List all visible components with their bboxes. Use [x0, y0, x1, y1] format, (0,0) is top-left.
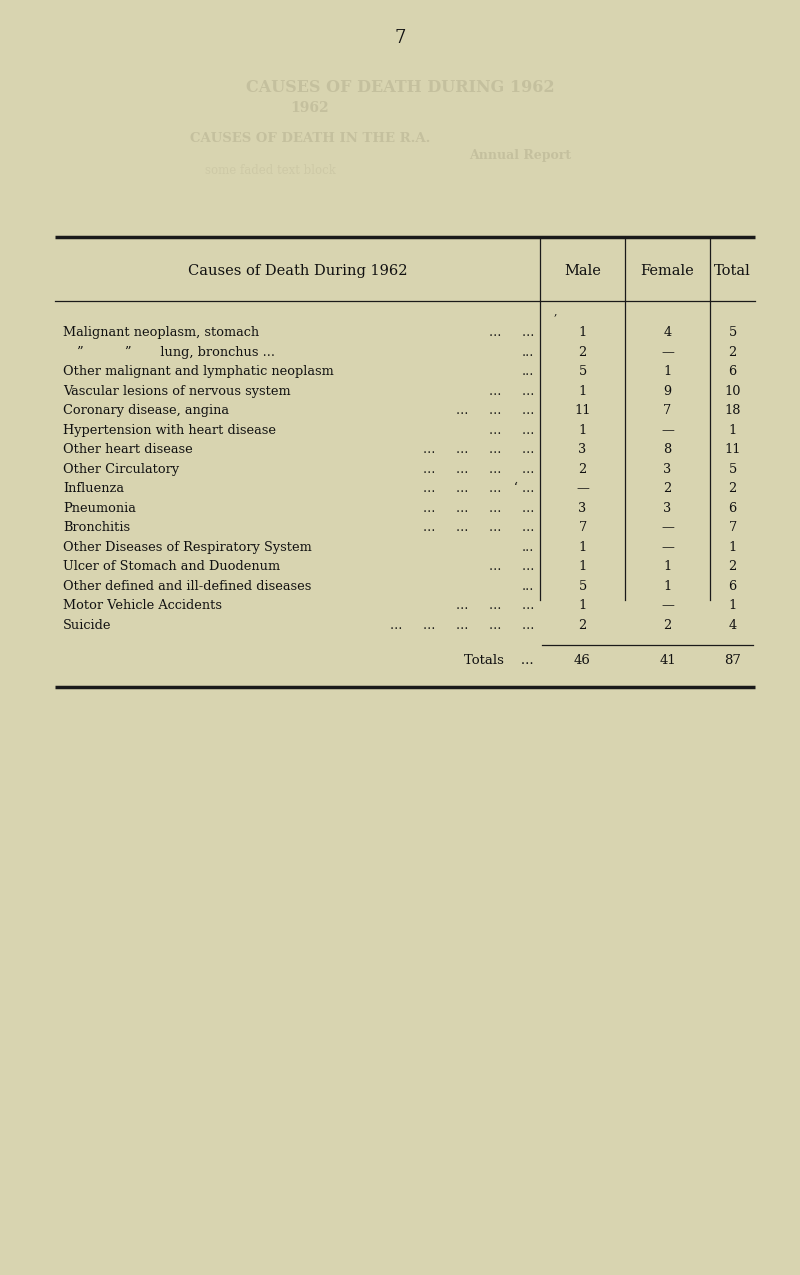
- Text: Bronchitis: Bronchitis: [63, 521, 130, 534]
- Text: Influenza: Influenza: [63, 482, 124, 495]
- Text: 2: 2: [578, 618, 586, 631]
- Text: Motor Vehicle Accidents: Motor Vehicle Accidents: [63, 599, 222, 612]
- Text: 7: 7: [394, 29, 406, 47]
- Text: 11: 11: [724, 444, 741, 456]
- Text: 3: 3: [578, 444, 586, 456]
- Text: Coronary disease, angina: Coronary disease, angina: [63, 404, 229, 417]
- Text: 5: 5: [728, 463, 737, 476]
- Text: 2: 2: [663, 482, 672, 495]
- Text: 2: 2: [728, 346, 737, 358]
- Text: Malignant neoplasm, stomach: Malignant neoplasm, stomach: [63, 326, 259, 339]
- Text: 3: 3: [578, 502, 586, 515]
- Text: 2: 2: [578, 463, 586, 476]
- Text: 5: 5: [728, 326, 737, 339]
- Text: Annual Report: Annual Report: [469, 148, 571, 162]
- Text: 6: 6: [729, 502, 737, 515]
- Text: Other defined and ill-defined diseases: Other defined and ill-defined diseases: [63, 580, 311, 593]
- Text: Totals    ...: Totals ...: [464, 654, 534, 668]
- Text: Suicide: Suicide: [63, 618, 111, 631]
- Text: 1: 1: [578, 423, 586, 437]
- Text: 41: 41: [659, 654, 676, 668]
- Text: ...     ...: ... ...: [489, 560, 534, 574]
- Text: ...     ...     ...     ...: ... ... ... ...: [422, 502, 534, 515]
- Text: 1: 1: [663, 580, 672, 593]
- Text: 1: 1: [728, 599, 737, 612]
- Text: 2: 2: [728, 560, 737, 574]
- Text: 11: 11: [574, 404, 590, 417]
- Text: 6: 6: [729, 580, 737, 593]
- Text: 8: 8: [663, 444, 672, 456]
- Text: CAUSES OF DEATH DURING 1962: CAUSES OF DEATH DURING 1962: [246, 79, 554, 97]
- Text: ...: ...: [522, 541, 534, 553]
- Text: 2: 2: [728, 482, 737, 495]
- Text: Vascular lesions of nervous system: Vascular lesions of nervous system: [63, 385, 290, 398]
- Text: Total: Total: [714, 264, 751, 278]
- Text: 5: 5: [578, 580, 586, 593]
- Text: ...     ...: ... ...: [489, 326, 534, 339]
- Text: some faded text block: some faded text block: [205, 163, 335, 176]
- Text: 7: 7: [728, 521, 737, 534]
- Text: ...     ...     ...     ...     ...: ... ... ... ... ...: [390, 618, 534, 631]
- Text: —: —: [661, 346, 674, 358]
- Text: Causes of Death During 1962: Causes of Death During 1962: [188, 264, 407, 278]
- Text: 2: 2: [663, 618, 672, 631]
- Text: 87: 87: [724, 654, 741, 668]
- Text: ...     ...     ...     ...: ... ... ... ...: [422, 521, 534, 534]
- Text: ”          ”       lung, bronchus ...: ” ” lung, bronchus ...: [77, 346, 275, 358]
- Text: 1: 1: [663, 560, 672, 574]
- Text: —: —: [661, 423, 674, 437]
- Text: Other malignant and lymphatic neoplasm: Other malignant and lymphatic neoplasm: [63, 365, 334, 379]
- Text: 1: 1: [578, 541, 586, 553]
- Text: Hypertension with heart disease: Hypertension with heart disease: [63, 423, 276, 437]
- Text: 7: 7: [663, 404, 672, 417]
- Text: Pneumonia: Pneumonia: [63, 502, 136, 515]
- Text: Other heart disease: Other heart disease: [63, 444, 193, 456]
- Text: 6: 6: [729, 365, 737, 379]
- Text: ...: ...: [522, 365, 534, 379]
- Text: 3: 3: [663, 502, 672, 515]
- Text: ...     ...     ...: ... ... ...: [456, 599, 534, 612]
- Text: ...     ...     ...   ‘ ...: ... ... ... ‘ ...: [422, 482, 534, 495]
- Text: —: —: [661, 541, 674, 553]
- Text: 9: 9: [663, 385, 671, 398]
- Text: ...     ...     ...     ...: ... ... ... ...: [422, 444, 534, 456]
- Text: 2: 2: [578, 346, 586, 358]
- Text: Other Circulatory: Other Circulatory: [63, 463, 179, 476]
- Text: Other Diseases of Respiratory System: Other Diseases of Respiratory System: [63, 541, 312, 553]
- Text: 1962: 1962: [290, 101, 330, 115]
- Text: CAUSES OF DEATH IN THE R.A.: CAUSES OF DEATH IN THE R.A.: [190, 131, 430, 144]
- Text: 3: 3: [663, 463, 672, 476]
- Text: ...: ...: [522, 346, 534, 358]
- Text: ,: ,: [554, 306, 557, 316]
- Text: 1: 1: [578, 326, 586, 339]
- Text: 5: 5: [578, 365, 586, 379]
- Text: ...     ...     ...: ... ... ...: [456, 404, 534, 417]
- Text: —: —: [661, 599, 674, 612]
- Text: ...     ...: ... ...: [489, 423, 534, 437]
- Text: Male: Male: [564, 264, 601, 278]
- Text: —: —: [576, 482, 589, 495]
- Text: 4: 4: [728, 618, 737, 631]
- Text: 1: 1: [728, 423, 737, 437]
- Text: 1: 1: [578, 385, 586, 398]
- Text: 10: 10: [724, 385, 741, 398]
- Text: 1: 1: [663, 365, 672, 379]
- Text: 7: 7: [578, 521, 586, 534]
- Text: —: —: [661, 521, 674, 534]
- Text: Ulcer of Stomach and Duodenum: Ulcer of Stomach and Duodenum: [63, 560, 280, 574]
- Text: 46: 46: [574, 654, 591, 668]
- Text: ...: ...: [522, 580, 534, 593]
- Text: 18: 18: [724, 404, 741, 417]
- Text: Female: Female: [641, 264, 694, 278]
- Text: ...     ...: ... ...: [489, 385, 534, 398]
- Text: 1: 1: [728, 541, 737, 553]
- Text: ...     ...     ...     ...: ... ... ... ...: [422, 463, 534, 476]
- Text: 1: 1: [578, 560, 586, 574]
- Text: 1: 1: [578, 599, 586, 612]
- Text: 4: 4: [663, 326, 672, 339]
